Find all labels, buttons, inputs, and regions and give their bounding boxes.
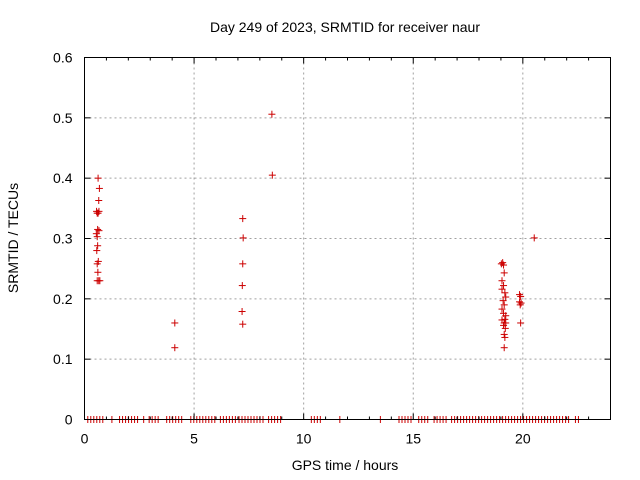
y-tick-label: 0.3 [53,231,73,247]
data-point [239,260,247,268]
x-tick-label: 5 [190,431,198,447]
data-point [239,234,247,242]
data-point [517,292,525,300]
data-point [500,330,508,338]
y-tick-label: 0 [65,412,73,428]
data-point [93,260,101,268]
data-point [268,110,276,118]
data-point [501,333,509,341]
data-point [500,344,508,352]
x-tick-label: 0 [81,431,89,447]
x-tick-label: 10 [296,431,312,447]
data-point [501,315,509,323]
data-point [238,282,246,290]
axis-ticks: 0 0.1 0.2 0.3 0.4 0.5 0.6 0 5 10 15 20 [53,50,611,447]
data-point [239,320,247,328]
data-point [500,301,508,309]
data-point [268,171,276,179]
data-point [516,298,524,306]
data-point [500,269,508,277]
data-point [500,282,508,290]
chart-title: Day 249 of 2023, SRMTID for receiver nau… [210,19,480,35]
data-point [95,184,103,192]
data-point [517,299,525,307]
y-tick-label: 0.6 [53,50,73,66]
data-point [94,174,102,182]
data-point [501,289,509,297]
data-point [530,234,538,242]
x-axis-title: GPS time / hours [292,457,399,473]
y-tick-label: 0.4 [53,170,73,186]
data-point [238,308,246,316]
data-points [84,110,584,423]
data-point [94,242,102,250]
y-tick-label: 0.1 [53,351,73,367]
data-point [94,225,102,233]
data-point [502,293,510,301]
data-point [517,319,525,327]
x-tick-label: 20 [515,431,531,447]
plot-frame [84,57,611,420]
x-tick-label: 15 [405,431,421,447]
data-point [93,233,101,241]
data-point [498,305,506,313]
data-point [502,312,510,320]
data-point [94,268,102,276]
data-point [500,261,508,269]
data-point [96,277,104,285]
data-point [171,344,179,352]
data-point [500,321,508,329]
data-point [95,207,103,215]
data-point [516,301,524,309]
y-tick-label: 0.5 [53,110,73,126]
data-point [171,319,179,327]
data-point [501,324,509,332]
grid-lines [84,57,611,420]
data-point [92,230,100,238]
data-point [95,196,103,204]
y-tick-label: 0.2 [53,291,73,307]
data-point [498,277,506,285]
data-point [94,209,102,217]
data-point [239,215,247,223]
y-axis-title: SRMTID / TECUs [5,183,21,293]
data-point [498,285,506,293]
data-point [93,247,101,255]
data-point [516,291,524,299]
data-point [499,297,507,305]
